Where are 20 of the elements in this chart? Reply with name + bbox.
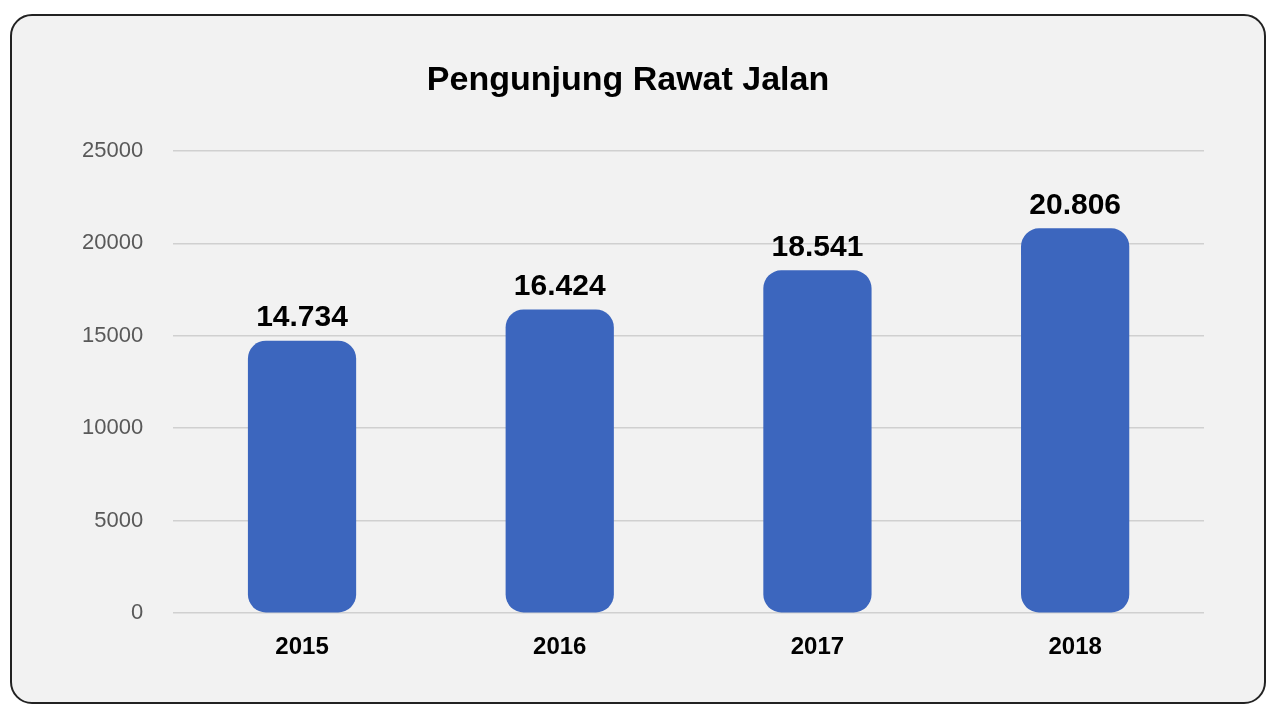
- x-tick-label: 2017: [790, 632, 845, 660]
- data-label: 14.734: [256, 298, 349, 332]
- data-label: 18.541: [771, 228, 864, 262]
- y-tick-label: 20000: [81, 229, 144, 255]
- y-tick-label: 15000: [81, 321, 144, 347]
- chart-title: Pengunjung Rawat Jalan: [426, 58, 830, 97]
- y-tick-label: 5000: [94, 506, 144, 532]
- bar: [1021, 228, 1130, 613]
- x-tick-label: 2015: [275, 632, 329, 660]
- data-label: 20.806: [1029, 186, 1122, 220]
- bar: [247, 340, 357, 613]
- rounded-frame: Pengunjung Rawat Jalan 2015 2016 2017 2018 0 5000 10000 15000 20000 25000 14.734 16.424 18.541 20.806: [10, 14, 1266, 704]
- x-tick-label: 2016: [533, 632, 587, 660]
- bar: [505, 309, 614, 613]
- x-tick-label: 2018: [1048, 632, 1102, 660]
- data-label: 16.424: [513, 267, 606, 301]
- y-tick-label: 0: [130, 599, 144, 625]
- y-tick-label: 25000: [81, 136, 144, 162]
- bar: [763, 270, 872, 613]
- y-tick-label: 10000: [81, 414, 144, 440]
